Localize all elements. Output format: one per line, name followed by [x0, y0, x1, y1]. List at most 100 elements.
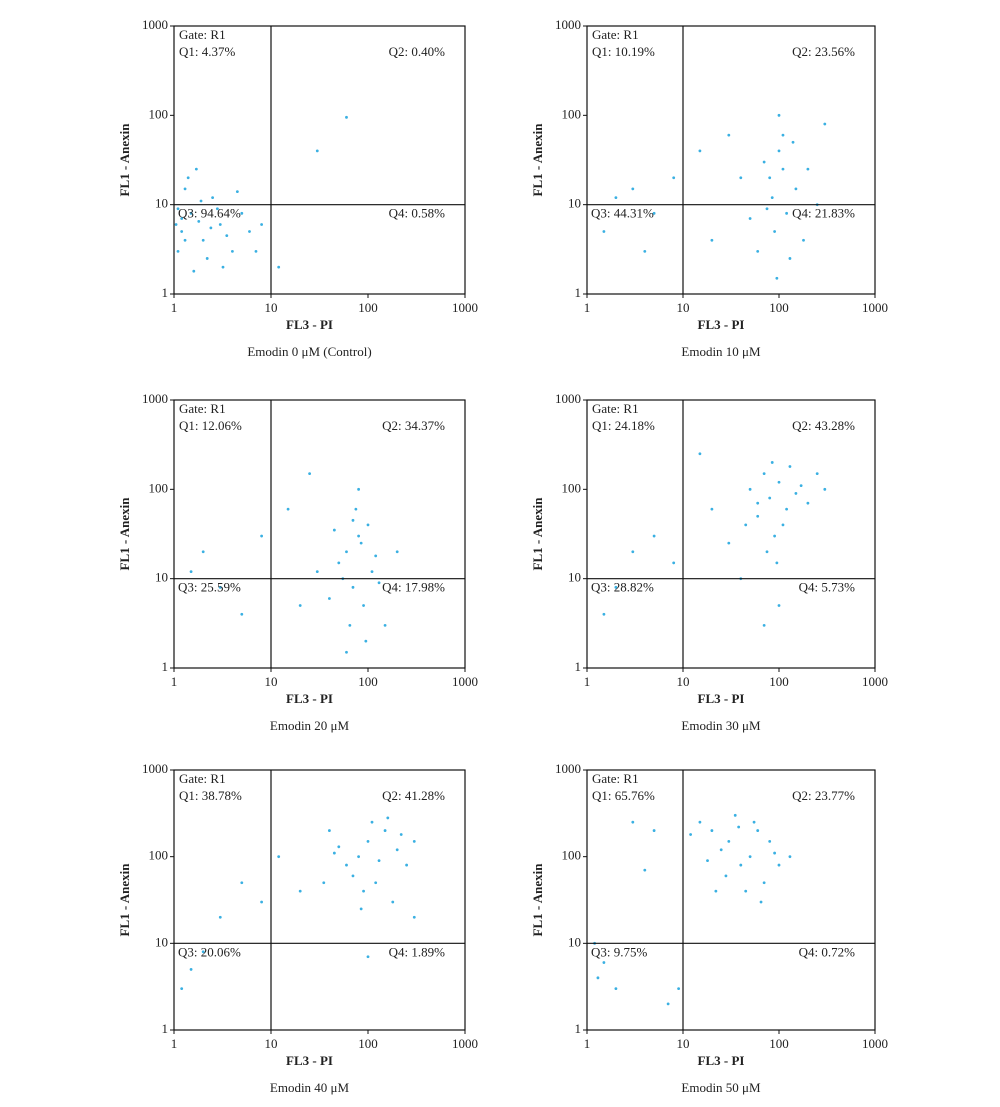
y-tick-label: 10 — [568, 196, 581, 211]
quadrant-label: Q2: 0.40% — [389, 44, 446, 59]
point — [698, 149, 702, 153]
point — [823, 122, 827, 126]
panel-caption: Emodin 30 μM — [681, 718, 761, 733]
point — [602, 612, 606, 616]
point — [770, 461, 774, 464]
point — [823, 487, 827, 491]
point — [370, 570, 374, 573]
x-tick-label: 1 — [584, 1036, 591, 1051]
point — [773, 534, 777, 538]
quadrant-label: Q2: 23.56% — [792, 44, 855, 59]
point — [727, 541, 731, 545]
point — [197, 219, 201, 223]
point — [386, 816, 390, 820]
quadrant-label: Q2: 41.28% — [382, 788, 445, 803]
point — [652, 829, 656, 832]
point — [602, 230, 606, 233]
point — [225, 234, 229, 238]
plot-frame — [586, 769, 876, 1031]
point — [781, 523, 785, 527]
point — [744, 523, 748, 527]
point — [762, 160, 766, 164]
point — [180, 230, 184, 233]
y-tick-label: 100 — [562, 848, 582, 863]
point — [366, 955, 370, 959]
point — [176, 249, 180, 253]
panel-caption: Emodin 10 μM — [681, 344, 761, 359]
y-tick-label: 10 — [155, 570, 168, 585]
point — [698, 452, 702, 456]
y-tick-label: 1 — [575, 285, 582, 300]
point — [308, 472, 312, 476]
point — [806, 167, 810, 171]
quadrant-label: Q3: 9.75% — [591, 944, 648, 959]
y-tick-label: 10 — [155, 196, 168, 211]
x-tick-label: 1000 — [862, 1036, 888, 1051]
x-tick-label: 10 — [265, 1036, 278, 1051]
point — [777, 480, 781, 484]
point — [364, 639, 368, 643]
point — [744, 889, 748, 893]
y-tick-label: 100 — [149, 106, 169, 121]
panel: 1 10 100 1000 1 10 100 1000 Gate: R1 Q1: 12.06% Q2… — [117, 391, 478, 733]
x-tick-label: 100 — [358, 674, 378, 689]
point — [739, 863, 743, 867]
point — [815, 472, 819, 476]
point — [383, 623, 387, 627]
point — [739, 176, 743, 180]
point — [201, 238, 205, 242]
point — [788, 257, 792, 260]
point — [785, 211, 789, 215]
x-axis-label: FL3 - PI — [698, 691, 745, 706]
gate-label: Gate: R1 — [179, 401, 226, 416]
plot-frame — [173, 25, 466, 295]
quadrant-label: Q3: 25.59% — [178, 580, 241, 595]
y-tick-label: 100 — [562, 106, 582, 121]
point — [405, 863, 409, 867]
point — [359, 907, 363, 911]
point — [254, 249, 258, 253]
quadrant-label: Q1: 4.37% — [179, 44, 236, 59]
y-tick-label: 100 — [149, 480, 169, 495]
point — [770, 196, 774, 199]
point — [768, 496, 772, 500]
panel: 1 10 100 1000 1 10 100 1000 Gate: R1 Q1: 24.18% Q2… — [530, 391, 888, 733]
point — [737, 825, 741, 829]
point — [235, 190, 239, 194]
point — [677, 987, 681, 991]
point — [724, 874, 728, 878]
point — [802, 238, 805, 242]
gate-label: Gate: R1 — [179, 27, 226, 42]
point — [201, 550, 205, 554]
point — [209, 226, 213, 230]
point — [332, 851, 336, 855]
point — [332, 528, 336, 532]
point — [277, 265, 281, 269]
x-tick-label: 10 — [265, 674, 278, 689]
point — [260, 534, 263, 538]
y-tick-label: 100 — [562, 480, 582, 495]
point — [672, 176, 676, 180]
point — [602, 961, 606, 964]
point — [215, 207, 219, 211]
point — [714, 889, 718, 893]
point — [377, 859, 381, 863]
x-tick-label: 1 — [584, 300, 591, 315]
point — [781, 133, 785, 137]
quadrant-label: Q4: 5.73% — [799, 580, 856, 595]
point — [377, 581, 381, 585]
point — [643, 868, 647, 872]
point — [362, 889, 365, 893]
x-axis-label: FL3 - PI — [286, 317, 333, 332]
quadrant-label: Q4: 0.58% — [389, 206, 446, 221]
point — [768, 176, 772, 180]
y-tick-label: 1000 — [142, 761, 168, 776]
y-tick-label: 1 — [575, 1021, 582, 1036]
point — [756, 249, 760, 253]
quadrant-label: Q2: 34.37% — [382, 418, 445, 433]
point — [631, 550, 635, 554]
y-tick-label: 1000 — [555, 391, 581, 406]
point — [698, 820, 702, 824]
point — [194, 167, 198, 171]
